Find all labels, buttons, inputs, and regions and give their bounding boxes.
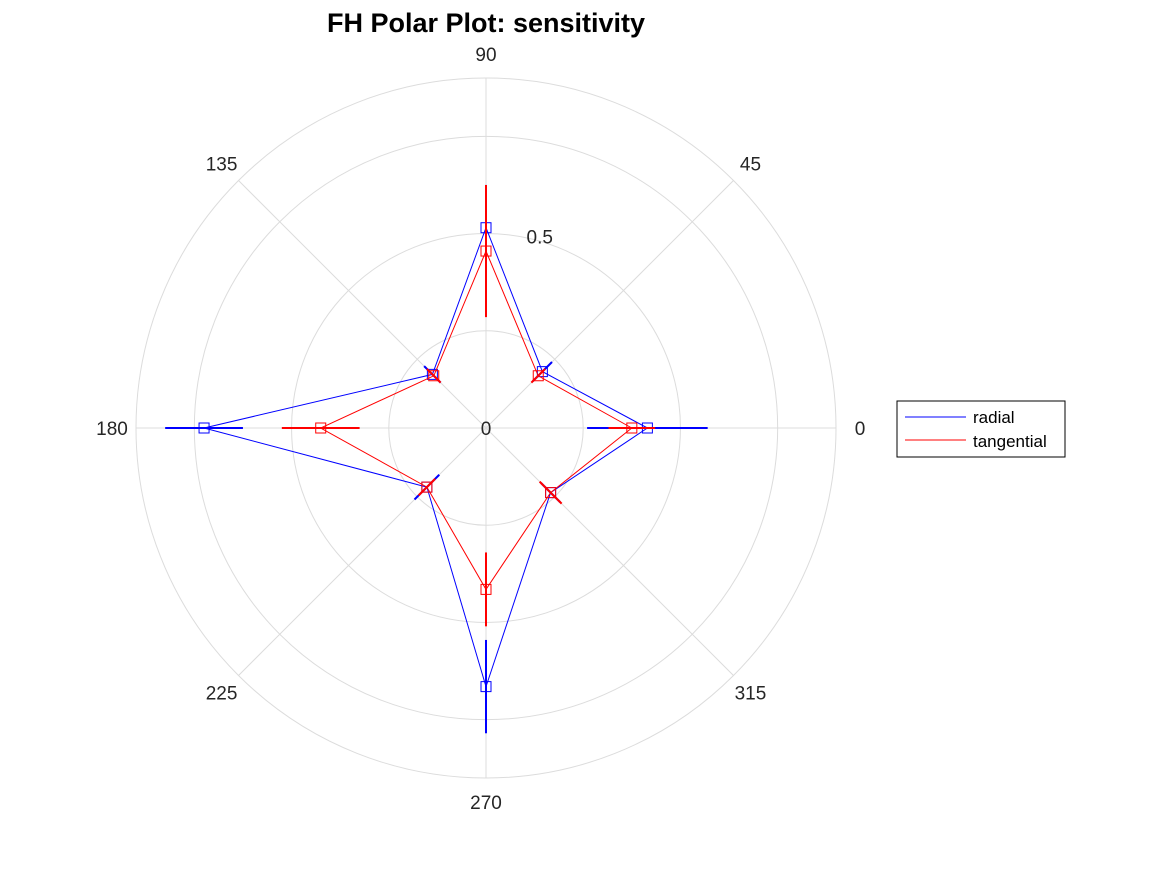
series-layer <box>165 184 708 734</box>
angle-tick-label: 225 <box>206 683 238 704</box>
series-tangential <box>281 184 656 627</box>
grid-spoke <box>485 180 734 429</box>
series-line <box>319 249 633 591</box>
grid-spoke <box>238 427 487 676</box>
legend-label-tangential: tangential <box>973 432 1047 451</box>
data-point-marker <box>536 366 548 378</box>
legend-label-radial: radial <box>973 408 1015 427</box>
data-point-marker <box>198 422 210 434</box>
data-point-marker <box>532 370 544 382</box>
grid-spoke <box>238 180 487 429</box>
data-point-marker <box>315 422 327 434</box>
tick-labels: 0 45 90 135 180 225 270 315 0 0.5 <box>96 45 865 814</box>
legend: radial tangential <box>896 400 1066 458</box>
legend-box <box>896 400 1066 458</box>
data-point-marker <box>480 245 492 257</box>
series-line <box>203 226 648 689</box>
data-point-marker <box>428 370 440 382</box>
angle-tick-label: 180 <box>96 419 128 440</box>
chart-title: FH Polar Plot: sensitivity <box>327 8 645 38</box>
angle-tick-label: 45 <box>740 155 761 176</box>
radial-tick-label: 0 <box>481 419 492 440</box>
data-point-marker <box>626 422 638 434</box>
data-point-marker <box>421 481 433 493</box>
series-radial <box>165 184 708 734</box>
angle-tick-label: 135 <box>206 155 238 176</box>
angle-tick-label: 270 <box>470 793 502 814</box>
radial-tick-label: 0.5 <box>527 228 553 249</box>
data-point-marker <box>480 681 492 693</box>
grid-spoke <box>485 427 734 676</box>
angle-tick-label: 90 <box>475 45 496 66</box>
angle-tick-label: 315 <box>735 683 767 704</box>
data-point-marker <box>426 368 438 380</box>
data-point-marker <box>480 583 492 595</box>
angle-tick-label: 0 <box>855 419 866 440</box>
data-point-marker <box>545 487 557 499</box>
